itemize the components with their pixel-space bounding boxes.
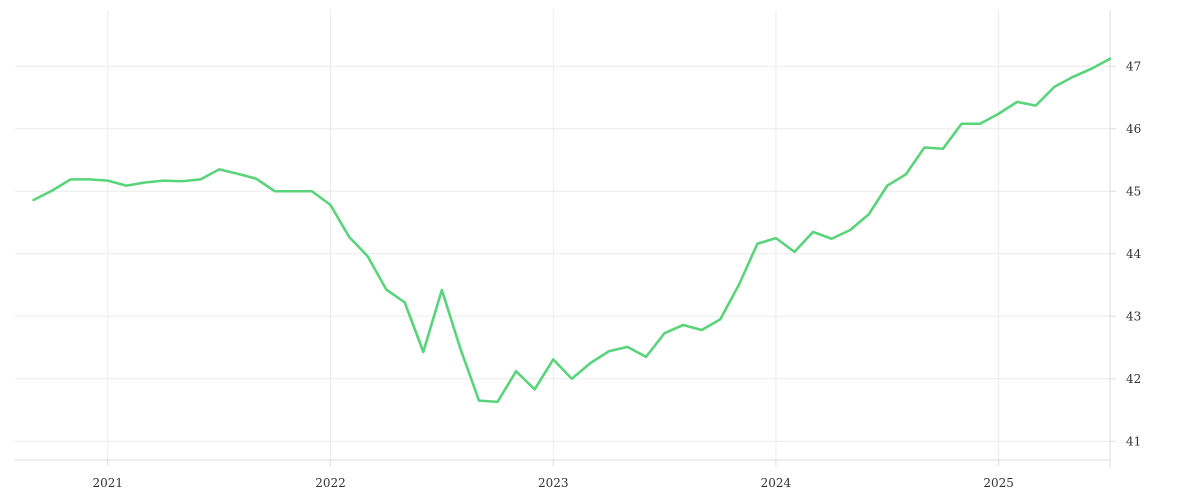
data-point (440, 288, 444, 292)
data-point (329, 203, 333, 207)
label-layer: 41 42 43 44 45 46 47 2021 2022 2023 2024 2025 (93, 59, 1142, 490)
y-tick-label: 43 (1126, 309, 1141, 323)
data-point (310, 189, 314, 193)
data-point (551, 357, 555, 361)
y-tick-label: 46 (1126, 122, 1141, 136)
data-point (774, 236, 778, 240)
data-point (663, 331, 667, 335)
x-tick-label: 2023 (538, 476, 569, 490)
x-tick-label: 2021 (93, 476, 124, 490)
data-point (830, 237, 834, 241)
data-point (997, 112, 1001, 116)
data-point (811, 230, 815, 234)
data-point (217, 167, 221, 171)
data-point (477, 399, 481, 403)
data-point (570, 377, 574, 381)
data-point (960, 122, 964, 126)
data-point (161, 179, 165, 183)
data-point (1015, 100, 1019, 104)
data-point (588, 361, 592, 365)
data-point (50, 189, 54, 193)
data-point (273, 189, 277, 193)
series-line (32, 57, 1112, 404)
data-point (384, 287, 388, 291)
y-tick-label: 41 (1126, 434, 1141, 448)
data-point (533, 387, 537, 391)
y-tick-label: 44 (1126, 247, 1142, 261)
grid-layer (15, 10, 1110, 460)
data-point (1108, 57, 1112, 61)
data-point (421, 350, 425, 354)
axis-layer (15, 10, 1116, 468)
data-point (366, 254, 370, 258)
data-point (403, 301, 407, 305)
data-point (904, 172, 908, 176)
data-point (681, 323, 685, 327)
data-point (87, 177, 91, 181)
data-point (625, 345, 629, 349)
data-point (644, 355, 648, 359)
data-point (848, 228, 852, 232)
data-point (1071, 75, 1075, 79)
data-point (792, 250, 796, 254)
data-point (347, 235, 351, 239)
y-tick-label: 47 (1126, 59, 1141, 73)
data-point (254, 177, 258, 181)
data-point (737, 283, 741, 287)
data-point (291, 189, 295, 193)
data-point (922, 146, 926, 150)
data-point (607, 349, 611, 353)
data-point (496, 400, 500, 404)
data-point (143, 181, 147, 185)
data-point (458, 347, 462, 351)
x-tick-label: 2022 (315, 476, 346, 490)
data-point (1052, 85, 1056, 89)
data-point (32, 198, 36, 202)
y-tick-label: 45 (1126, 184, 1141, 198)
series-layer (32, 57, 1112, 404)
data-point (236, 172, 240, 176)
data-point (106, 179, 110, 183)
data-point (1034, 104, 1038, 108)
x-tick-label: 2025 (983, 476, 1014, 490)
data-point (941, 147, 945, 151)
y-tick-label: 42 (1126, 372, 1141, 386)
data-point (885, 184, 889, 188)
data-point (700, 328, 704, 332)
data-point (514, 369, 518, 373)
data-point (180, 179, 184, 183)
data-point (978, 122, 982, 126)
data-point (1089, 67, 1093, 71)
data-point (199, 177, 203, 181)
data-point (124, 184, 128, 188)
data-point (718, 317, 722, 321)
data-point (867, 212, 871, 216)
data-point (69, 177, 73, 181)
data-point (755, 242, 759, 246)
x-tick-label: 2024 (761, 476, 792, 490)
